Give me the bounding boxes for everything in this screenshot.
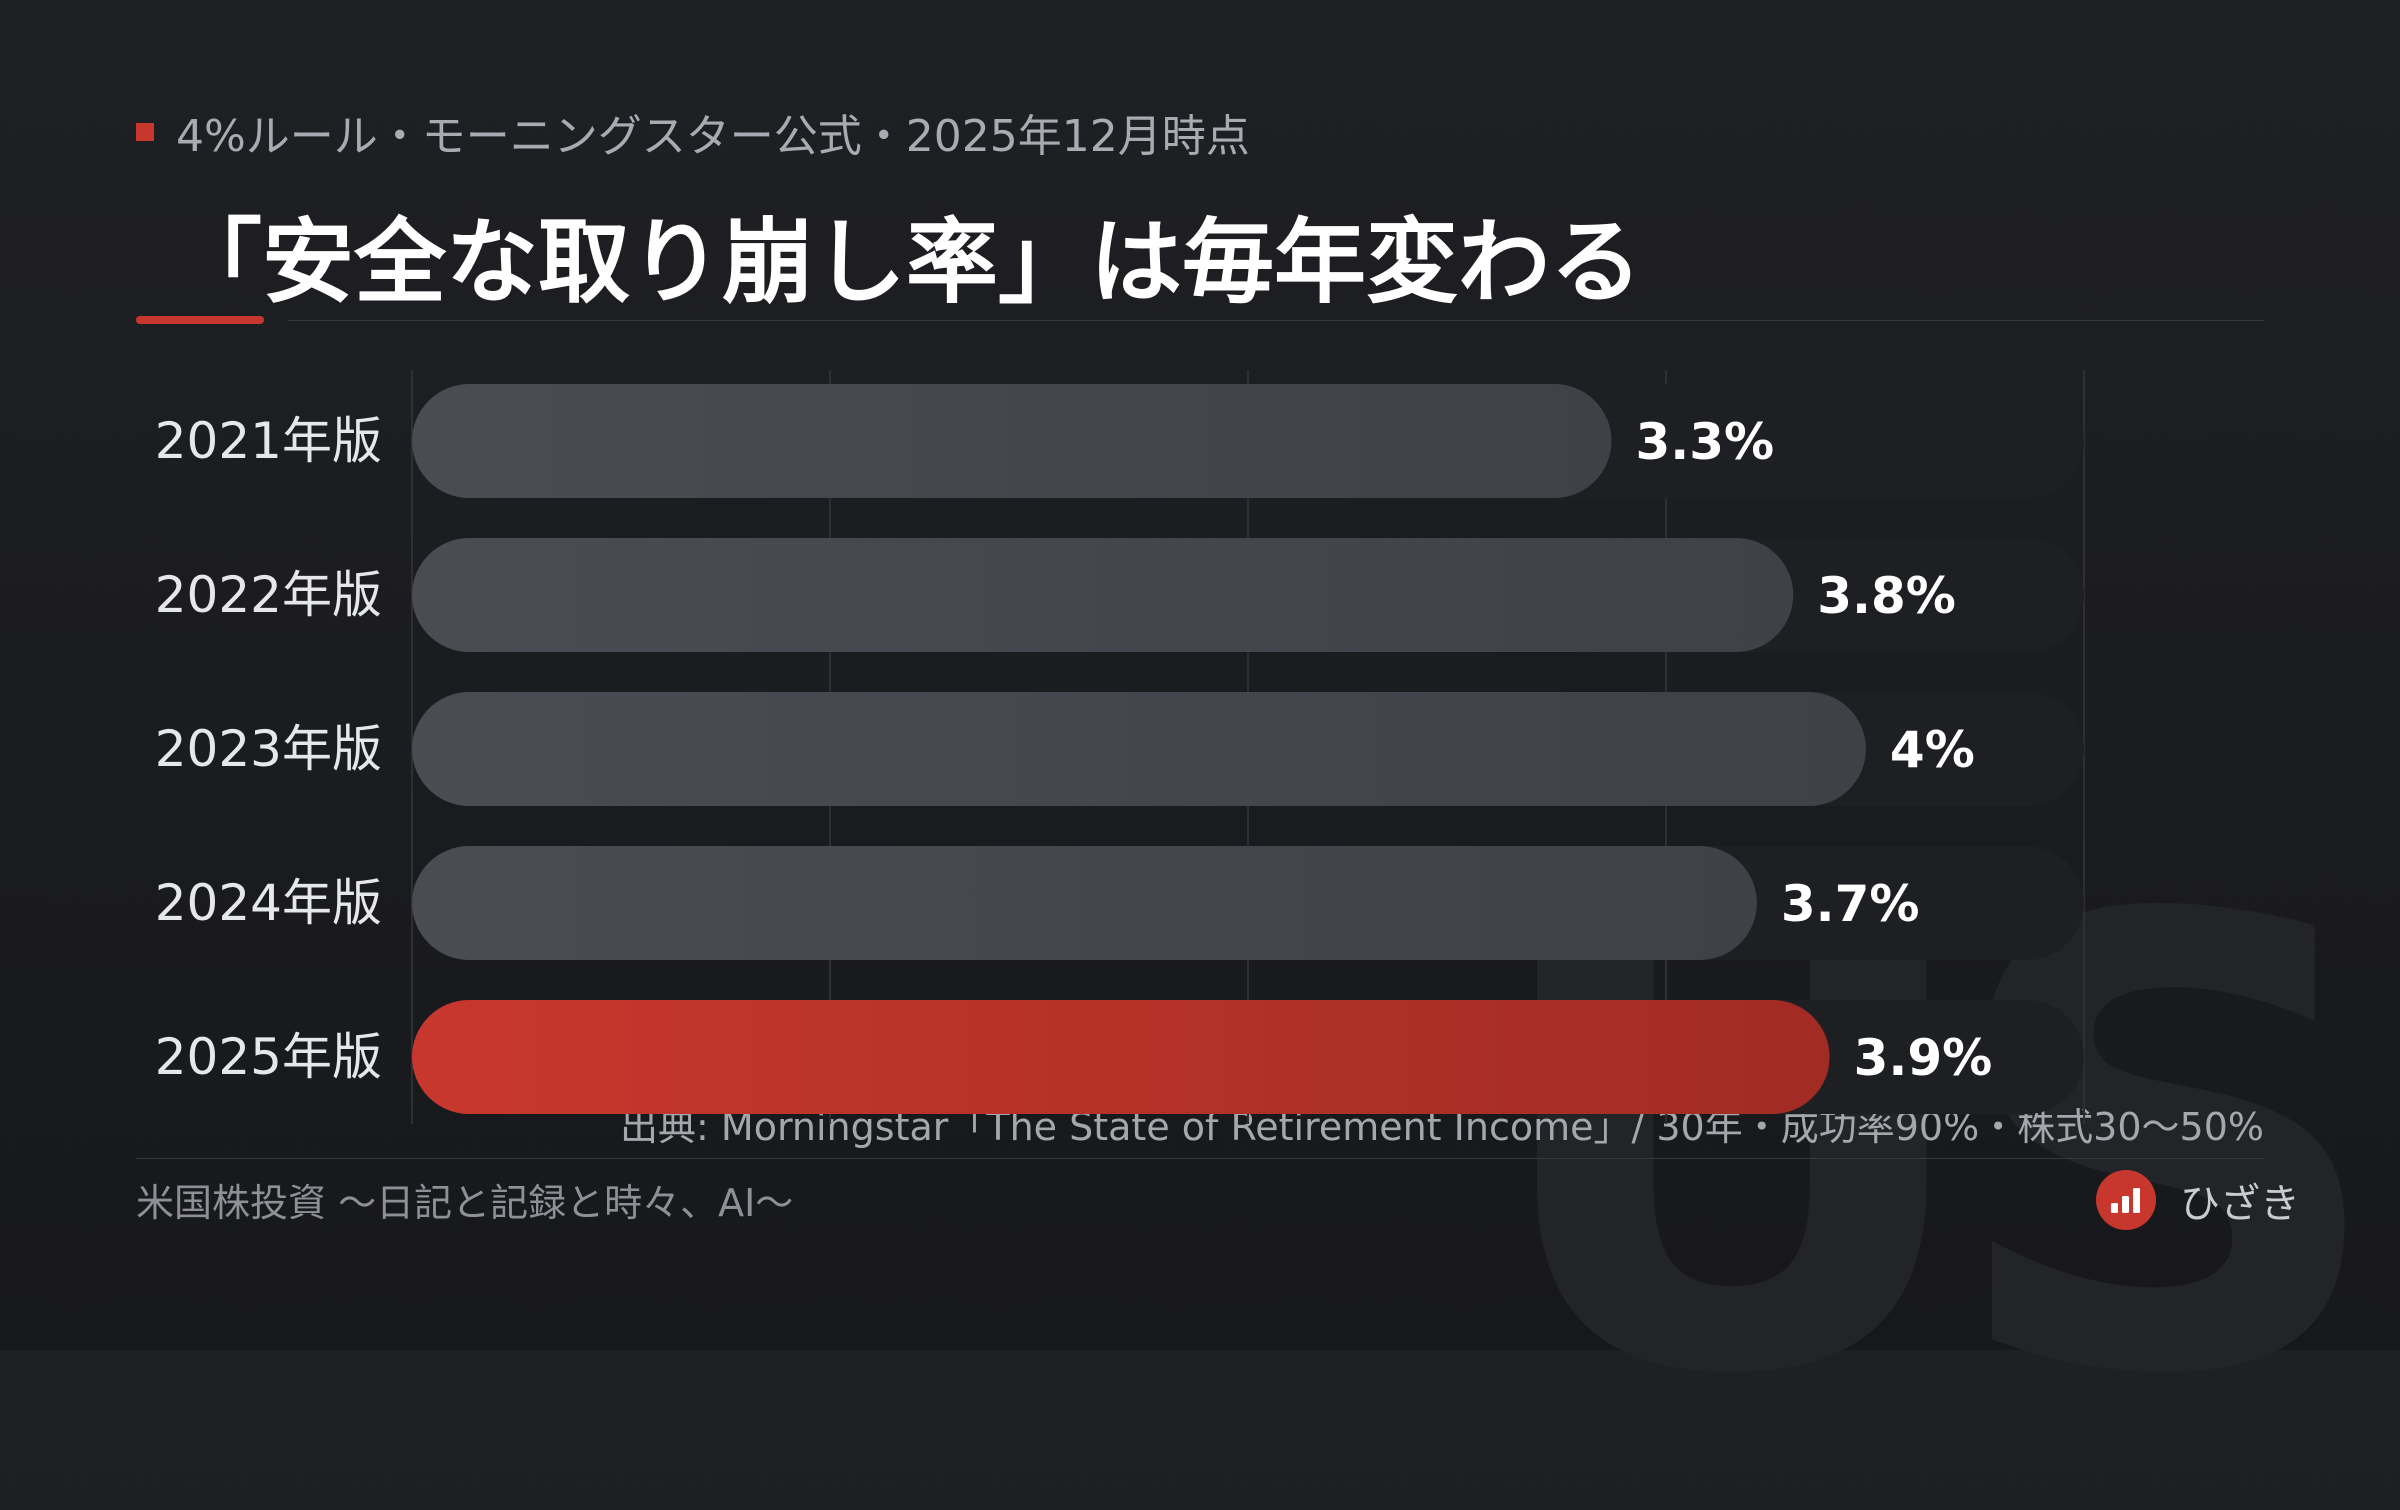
- value-label: 3.7%: [1781, 875, 1920, 933]
- bar: [412, 846, 1757, 960]
- category-label: 2022年版: [155, 566, 382, 624]
- category-label: 2024年版: [155, 874, 382, 932]
- kicker-square-icon: [136, 123, 154, 141]
- value-label: 4%: [1890, 721, 1975, 779]
- title-accent-rule: [136, 316, 264, 324]
- category-label: 2021年版: [155, 412, 382, 470]
- category-label: 2025年版: [155, 1028, 382, 1086]
- bar: [412, 384, 1612, 498]
- value-label: 3.8%: [1817, 567, 1956, 625]
- blog-name: 米国株投資 〜日記と記録と時々、AI〜: [136, 1181, 794, 1225]
- kicker-text: 4%ルール・モーニングスター公式・2025年12月時点: [176, 111, 1250, 162]
- value-label: 3.3%: [1635, 413, 1774, 471]
- value-label: 3.9%: [1854, 1029, 1993, 1087]
- chart-kicker: 4%ルール・モーニングスター公式・2025年12月時点: [136, 104, 1250, 162]
- category-label: 2023年版: [155, 720, 382, 778]
- footer-divider: [136, 1158, 2264, 1159]
- bar: [412, 538, 1794, 652]
- title-divider: [288, 320, 2264, 321]
- bar: [412, 692, 1866, 806]
- brand-name: ひざき: [2180, 1181, 2300, 1227]
- chart-title: 「安全な取り崩し率」は毎年変わる: [170, 209, 1643, 316]
- bar-highlight: [412, 1000, 1830, 1114]
- bar-chart: 2021年版 3.3% 2022年版 3.8% 2023年版 4% 2024年版 3.7% 20…: [155, 370, 2085, 1124]
- brand: ひざき: [2096, 1168, 2300, 1232]
- bar-chart-icon: [2096, 1170, 2156, 1230]
